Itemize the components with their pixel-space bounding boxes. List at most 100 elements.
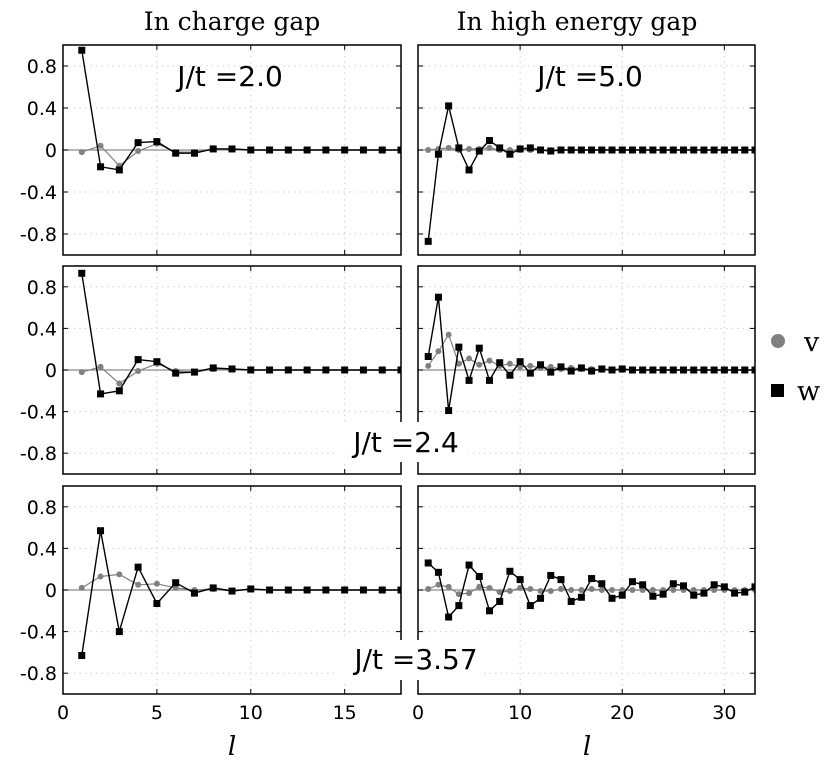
point-v — [598, 587, 605, 593]
point-w — [710, 146, 718, 154]
annotation-row2: J/t =2.4 — [351, 426, 459, 459]
point-w — [710, 366, 718, 374]
series-line-w — [81, 273, 401, 395]
point-w — [359, 586, 367, 594]
point-w — [639, 366, 647, 374]
y-tick-label: -0.8 — [20, 663, 57, 685]
point-w — [720, 146, 728, 154]
point-v — [97, 363, 104, 370]
point-w — [115, 387, 123, 395]
point-v — [476, 583, 483, 590]
series-group — [424, 293, 755, 415]
point-v — [547, 588, 554, 595]
panel-frame — [417, 265, 756, 475]
point-w — [598, 580, 606, 588]
point-w — [720, 366, 728, 374]
point-w — [496, 597, 504, 605]
point-w — [547, 147, 555, 155]
point-w — [209, 364, 217, 372]
point-v — [97, 573, 104, 580]
point-w — [134, 139, 142, 147]
x-tick-label: 30 — [712, 702, 736, 724]
y-tick-label: -0.8 — [20, 224, 57, 246]
point-w — [577, 146, 585, 154]
point-w — [516, 576, 524, 584]
point-w — [284, 586, 292, 594]
x-tick-label: 10 — [239, 702, 263, 724]
point-w — [618, 365, 626, 373]
point-w — [247, 585, 255, 593]
point-w — [741, 146, 749, 154]
point-v — [629, 587, 636, 593]
point-w — [359, 146, 367, 154]
point-w — [228, 365, 236, 373]
point-w — [741, 366, 749, 374]
legend: v w — [771, 327, 820, 407]
point-v — [455, 360, 462, 367]
point-w — [378, 586, 386, 594]
point-w — [567, 597, 575, 605]
point-v — [527, 585, 534, 592]
series-line-w — [81, 530, 401, 656]
point-w — [485, 376, 493, 384]
point-w — [526, 602, 534, 610]
annotation-bg-row3 — [336, 640, 484, 680]
point-w — [649, 366, 657, 374]
panel-frame — [417, 44, 756, 256]
point-w — [659, 146, 667, 154]
column-title-right: In high energy gap — [457, 7, 698, 36]
point-w — [700, 366, 708, 374]
point-w — [731, 366, 739, 374]
point-v — [425, 362, 432, 369]
point-v — [619, 587, 626, 593]
point-w — [359, 366, 367, 374]
point-w — [526, 369, 534, 377]
point-v — [578, 587, 585, 593]
panel-frame — [62, 265, 402, 475]
point-w — [397, 146, 401, 154]
x-tick-label: 20 — [610, 702, 634, 724]
point-w — [284, 366, 292, 374]
point-w — [97, 390, 105, 398]
point-w — [378, 146, 386, 154]
point-v — [486, 357, 493, 364]
point-w — [608, 146, 616, 154]
point-w — [322, 586, 330, 594]
point-w — [516, 358, 524, 366]
point-w — [434, 568, 442, 576]
panel-frame — [62, 44, 402, 256]
annotation-row1-right: J/t =5.0 — [535, 60, 643, 93]
point-w — [78, 269, 86, 277]
point-w — [434, 150, 442, 158]
y-tick-label: 0.8 — [27, 56, 57, 78]
point-v — [517, 363, 524, 370]
annotation-row1-left: J/t =2.0 — [175, 60, 283, 93]
series-group — [424, 559, 755, 621]
point-w — [341, 366, 349, 374]
x-axis-label-left: l — [228, 732, 236, 762]
point-w — [639, 581, 647, 589]
point-w — [455, 602, 463, 610]
point-v — [527, 362, 534, 369]
point-w — [172, 149, 180, 157]
panel-grid: 0.80.40-0.4-0.80.80.40-0.4-0.80.80.40-0.… — [20, 44, 756, 724]
point-w — [731, 589, 739, 597]
y-tick-label: 0 — [45, 360, 57, 382]
point-w — [557, 576, 565, 584]
point-w — [608, 594, 616, 602]
point-v — [649, 587, 656, 593]
x-tick-label: 0 — [412, 702, 424, 724]
point-w — [598, 365, 606, 373]
point-v — [496, 589, 503, 596]
point-v — [445, 583, 452, 590]
panel-row2-right — [417, 265, 756, 475]
point-w — [669, 580, 677, 588]
point-w — [247, 146, 255, 154]
y-tick-label: -0.8 — [20, 443, 57, 465]
legend-label-v: v — [803, 327, 820, 358]
point-v — [466, 145, 473, 152]
point-w — [78, 652, 86, 660]
point-v — [78, 584, 85, 591]
point-w — [190, 368, 198, 376]
point-w — [618, 146, 626, 154]
